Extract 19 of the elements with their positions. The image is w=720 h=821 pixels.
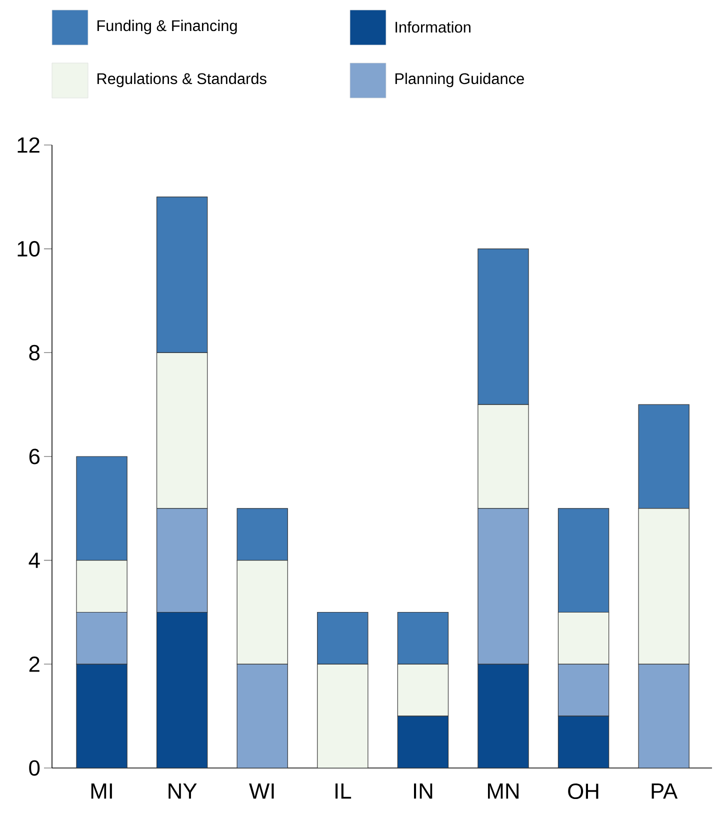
x-tick-label: IL xyxy=(336,784,352,799)
y-tick-label: 4 xyxy=(28,552,40,568)
x-tick-label: MI xyxy=(91,784,112,799)
legend-label: Regulations & Standards xyxy=(97,72,266,88)
legend-label: Planning Guidance xyxy=(395,72,524,88)
x-tick-label: WI xyxy=(249,784,274,799)
y-tick-label: 0 xyxy=(29,760,40,776)
x-tick-label: IN xyxy=(414,784,432,799)
y-tick-label: 6 xyxy=(29,448,40,464)
y-tick-label: 2 xyxy=(29,656,40,672)
y-tick-label: 12 xyxy=(18,137,40,153)
y-tick-label: 8 xyxy=(29,344,40,360)
x-tick-label: NY xyxy=(168,784,197,799)
x-tick-label: MN xyxy=(488,784,518,799)
legend-label: Funding & Financing xyxy=(97,20,237,34)
x-tick-label: PA xyxy=(652,784,678,799)
y-tick-label: 10 xyxy=(18,241,40,257)
legend-label: Information xyxy=(396,21,470,33)
x-tick-label: OH xyxy=(568,784,598,800)
